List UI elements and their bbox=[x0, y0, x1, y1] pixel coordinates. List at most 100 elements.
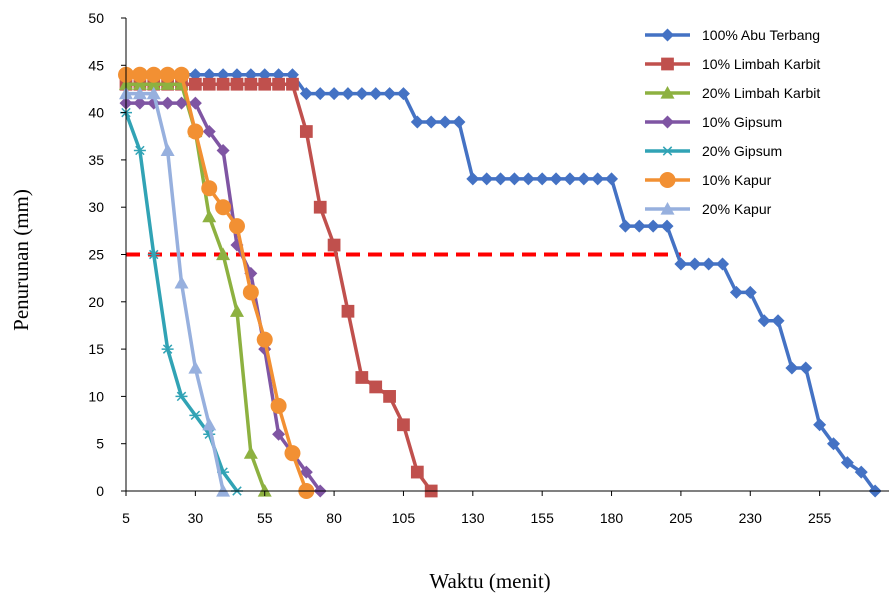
data-point bbox=[327, 87, 341, 101]
data-point bbox=[521, 172, 535, 186]
data-point bbox=[605, 172, 619, 186]
data-point bbox=[661, 28, 674, 42]
data-point bbox=[173, 66, 190, 83]
data-point bbox=[133, 96, 147, 110]
data-point bbox=[284, 445, 301, 462]
data-point bbox=[327, 238, 341, 252]
data-point bbox=[160, 143, 175, 157]
data-point bbox=[355, 371, 369, 384]
data-point bbox=[188, 77, 202, 91]
axes: 0 5 10 15 20 25 30 35 40 45 50 5 30 55 80 105 130 155 180… bbox=[88, 10, 889, 526]
y-tick-label: 5 bbox=[96, 436, 104, 452]
legend-label: 20% Kapur bbox=[702, 201, 772, 217]
data-point bbox=[674, 257, 688, 271]
y-tick-label: 0 bbox=[96, 483, 104, 499]
data-point bbox=[272, 77, 285, 91]
legend-item: 10% Gipsum bbox=[645, 114, 782, 130]
data-point bbox=[341, 87, 355, 101]
data-point bbox=[480, 172, 494, 186]
data-point bbox=[286, 77, 299, 91]
x-tick-label: 155 bbox=[531, 510, 555, 526]
series-7 bbox=[119, 86, 231, 497]
data-point bbox=[396, 87, 410, 101]
data-point bbox=[202, 77, 216, 91]
data-point bbox=[132, 77, 147, 90]
y-axis-title: Penurunan (mm) bbox=[9, 189, 33, 331]
data-point bbox=[272, 427, 286, 441]
series-line bbox=[126, 73, 877, 493]
data-point bbox=[743, 285, 757, 299]
data-point bbox=[618, 219, 632, 233]
data-point bbox=[591, 172, 605, 186]
data-point bbox=[188, 96, 202, 110]
data-point bbox=[215, 199, 232, 216]
data-point bbox=[270, 397, 287, 414]
data-point bbox=[355, 87, 369, 101]
x-tick-label: 30 bbox=[188, 510, 204, 526]
data-point bbox=[577, 172, 591, 186]
legend-item: 10% Kapur bbox=[645, 172, 772, 188]
data-point bbox=[549, 172, 563, 186]
data-point bbox=[174, 275, 189, 289]
data-point bbox=[147, 249, 160, 260]
data-point bbox=[397, 418, 410, 432]
legend-label: 20% Gipsum bbox=[702, 143, 782, 159]
series-line bbox=[124, 111, 239, 493]
data-point bbox=[313, 87, 327, 101]
data-point bbox=[174, 96, 188, 110]
x-tick-label: 230 bbox=[739, 510, 763, 526]
x-tick-label: 130 bbox=[461, 510, 485, 526]
series-1 bbox=[119, 68, 882, 498]
data-point bbox=[244, 77, 258, 91]
data-point bbox=[785, 361, 799, 375]
data-point bbox=[243, 446, 258, 459]
y-tick-label: 25 bbox=[88, 247, 104, 263]
data-point bbox=[827, 437, 841, 451]
data-point bbox=[341, 304, 355, 318]
data-point bbox=[438, 115, 452, 129]
y-tick-label: 20 bbox=[88, 294, 104, 310]
series-layer bbox=[118, 66, 882, 499]
data-point bbox=[242, 284, 259, 301]
data-point bbox=[160, 77, 175, 90]
data-point bbox=[661, 57, 674, 71]
data-point bbox=[161, 344, 174, 354]
data-point bbox=[660, 219, 674, 233]
data-point bbox=[131, 66, 148, 83]
x-axis-title: Waktu (menit) bbox=[429, 569, 550, 593]
data-point bbox=[216, 77, 230, 91]
data-point bbox=[854, 465, 868, 479]
data-point bbox=[202, 209, 217, 223]
data-point bbox=[507, 172, 521, 186]
data-point bbox=[369, 380, 383, 394]
legend-item: 20% Limbah Karbit bbox=[645, 85, 820, 101]
y-ticks: 0 5 10 15 20 25 30 35 40 45 50 bbox=[88, 10, 126, 499]
data-point bbox=[632, 219, 646, 233]
data-point bbox=[229, 304, 244, 317]
data-point bbox=[202, 417, 217, 431]
data-point bbox=[256, 331, 273, 348]
data-point bbox=[410, 115, 424, 129]
legend-label: 10% Kapur bbox=[702, 172, 772, 188]
data-point bbox=[146, 86, 161, 100]
data-point bbox=[313, 200, 327, 214]
y-tick-label: 10 bbox=[88, 388, 104, 404]
data-point bbox=[369, 87, 383, 101]
data-point bbox=[216, 247, 231, 261]
data-point bbox=[840, 456, 854, 470]
data-point bbox=[452, 115, 466, 129]
x-tick-label: 80 bbox=[326, 510, 342, 526]
data-point bbox=[187, 123, 204, 140]
data-point bbox=[716, 257, 730, 271]
y-tick-label: 15 bbox=[88, 341, 104, 357]
data-point bbox=[702, 257, 716, 271]
x-tick-label: 105 bbox=[392, 510, 416, 526]
y-tick-label: 50 bbox=[88, 10, 104, 26]
data-point bbox=[161, 96, 175, 110]
x-tick-label: 55 bbox=[257, 510, 273, 526]
data-point bbox=[660, 202, 675, 215]
y-tick-label: 35 bbox=[88, 152, 104, 168]
data-point bbox=[146, 77, 161, 90]
x-tick-label: 180 bbox=[600, 510, 624, 526]
